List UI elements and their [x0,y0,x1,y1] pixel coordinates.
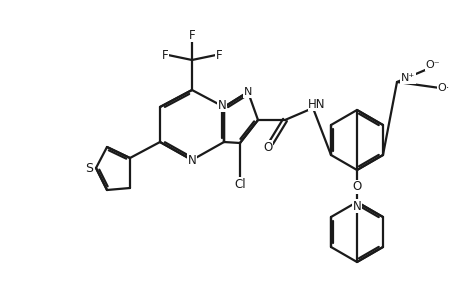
Text: N: N [187,153,196,166]
Text: O⁻: O⁻ [425,60,439,70]
Text: N⁺: N⁺ [400,73,414,83]
Text: F: F [161,48,168,61]
Text: F: F [215,48,222,61]
Text: N: N [243,87,252,97]
Text: HN: HN [307,98,325,111]
Text: Cl: Cl [234,178,245,191]
Text: F: F [188,29,195,42]
Text: N: N [217,99,226,112]
Text: O: O [263,140,272,153]
Text: O: O [351,181,361,194]
Text: O·: O· [437,83,449,93]
Text: N: N [352,199,361,212]
Text: S: S [85,161,93,175]
